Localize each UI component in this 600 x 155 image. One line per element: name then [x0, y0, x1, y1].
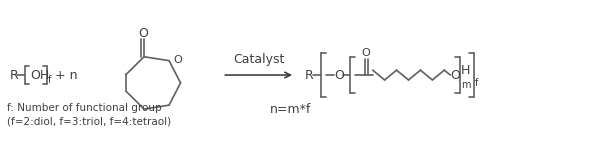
- Text: f: Number of functional group: f: Number of functional group: [7, 103, 162, 113]
- Text: R: R: [10, 69, 18, 82]
- Text: O: O: [173, 55, 182, 65]
- Text: f: f: [48, 75, 52, 85]
- Text: O: O: [334, 69, 344, 82]
- Text: O: O: [361, 49, 370, 58]
- Text: R: R: [305, 69, 314, 82]
- Text: m: m: [461, 80, 471, 90]
- Text: O: O: [451, 69, 460, 82]
- Text: OH: OH: [30, 69, 50, 82]
- Text: (f=2:diol, f=3:triol, f=4:tetraol): (f=2:diol, f=3:triol, f=4:tetraol): [7, 116, 172, 126]
- Text: Catalyst: Catalyst: [233, 53, 284, 66]
- Text: n=m*f: n=m*f: [270, 103, 311, 115]
- Text: + n: + n: [55, 69, 77, 82]
- Text: f: f: [475, 78, 479, 88]
- Text: H: H: [461, 64, 470, 77]
- Text: O: O: [138, 27, 148, 40]
